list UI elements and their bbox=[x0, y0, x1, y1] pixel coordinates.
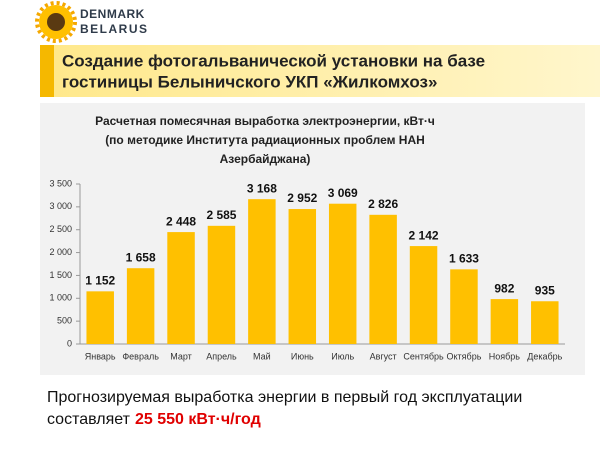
data-label: 1 658 bbox=[126, 250, 156, 264]
x-tick-label: Февраль bbox=[122, 351, 159, 361]
data-label: 2 826 bbox=[368, 197, 398, 211]
data-label: 1 633 bbox=[449, 252, 479, 266]
bar bbox=[490, 299, 519, 344]
chart-title: Азербайджана) bbox=[220, 152, 311, 166]
footer-text: составляет bbox=[47, 411, 131, 428]
bar bbox=[369, 214, 397, 344]
y-tick-label: 3 000 bbox=[49, 201, 72, 211]
y-tick-label: 3 500 bbox=[49, 178, 72, 188]
bar bbox=[207, 225, 236, 344]
data-label: 2 585 bbox=[206, 208, 236, 222]
y-tick-label: 0 bbox=[67, 338, 72, 348]
y-tick-label: 1 500 bbox=[49, 270, 72, 280]
title-band bbox=[40, 45, 600, 97]
logo-text: DENMARK bbox=[80, 7, 145, 21]
x-tick-label: Ноябрь bbox=[489, 351, 521, 361]
data-label: 1 152 bbox=[85, 274, 115, 288]
bar bbox=[450, 269, 478, 344]
bar bbox=[86, 291, 114, 344]
data-label: 2 142 bbox=[409, 228, 439, 242]
data-label: 3 069 bbox=[328, 186, 358, 200]
x-tick-label: Март bbox=[170, 351, 192, 361]
y-tick-label: 1 000 bbox=[49, 293, 72, 303]
slide-title: Создание фотогальванической установки на… bbox=[62, 51, 485, 70]
x-tick-label: Октябрь bbox=[447, 351, 482, 361]
x-tick-label: Декабрь bbox=[527, 351, 562, 361]
data-label: 982 bbox=[494, 281, 514, 295]
bar bbox=[409, 246, 438, 344]
footer-text: Прогнозируемая выработка энергии в первы… bbox=[47, 389, 522, 406]
bar bbox=[248, 199, 276, 344]
footer-highlight: 25 550 кВт·ч/год bbox=[135, 411, 261, 428]
x-tick-label: Июнь bbox=[291, 351, 314, 361]
sunflower-icon bbox=[35, 1, 77, 43]
y-tick-label: 500 bbox=[57, 316, 72, 326]
data-label: 2 952 bbox=[287, 191, 317, 205]
x-tick-label: Июль bbox=[331, 351, 354, 361]
x-tick-label: Август bbox=[370, 351, 397, 361]
data-label: 2 448 bbox=[166, 214, 196, 228]
bar bbox=[288, 209, 317, 344]
y-tick-label: 2 500 bbox=[49, 224, 72, 234]
bar bbox=[531, 301, 559, 344]
bar bbox=[167, 232, 195, 344]
logo-text: BELARUS bbox=[80, 22, 149, 36]
footer-text: составляет 25 550 кВт·ч/год bbox=[47, 411, 261, 428]
chart-title: Расчетная помесячная выработка электроэн… bbox=[95, 114, 435, 128]
data-label: 935 bbox=[535, 283, 555, 297]
bar bbox=[328, 203, 357, 344]
x-tick-label: Май bbox=[253, 351, 271, 361]
x-tick-label: Январь bbox=[85, 351, 116, 361]
data-label: 3 168 bbox=[247, 181, 277, 195]
x-tick-label: Апрель bbox=[206, 351, 237, 361]
logo: DENMARK BELARUS bbox=[35, 1, 149, 43]
slide-title: гостиницы Белыничского УКП «Жилкомхоз» bbox=[62, 72, 437, 91]
chart-title: (по методике Института радиационных проб… bbox=[105, 133, 425, 147]
bar bbox=[126, 268, 155, 344]
chart: Расчетная помесячная выработка электроэн… bbox=[49, 114, 565, 361]
title-accent bbox=[40, 45, 54, 97]
x-tick-label: Сентябрь bbox=[403, 351, 444, 361]
y-tick-label: 2 000 bbox=[49, 247, 72, 257]
